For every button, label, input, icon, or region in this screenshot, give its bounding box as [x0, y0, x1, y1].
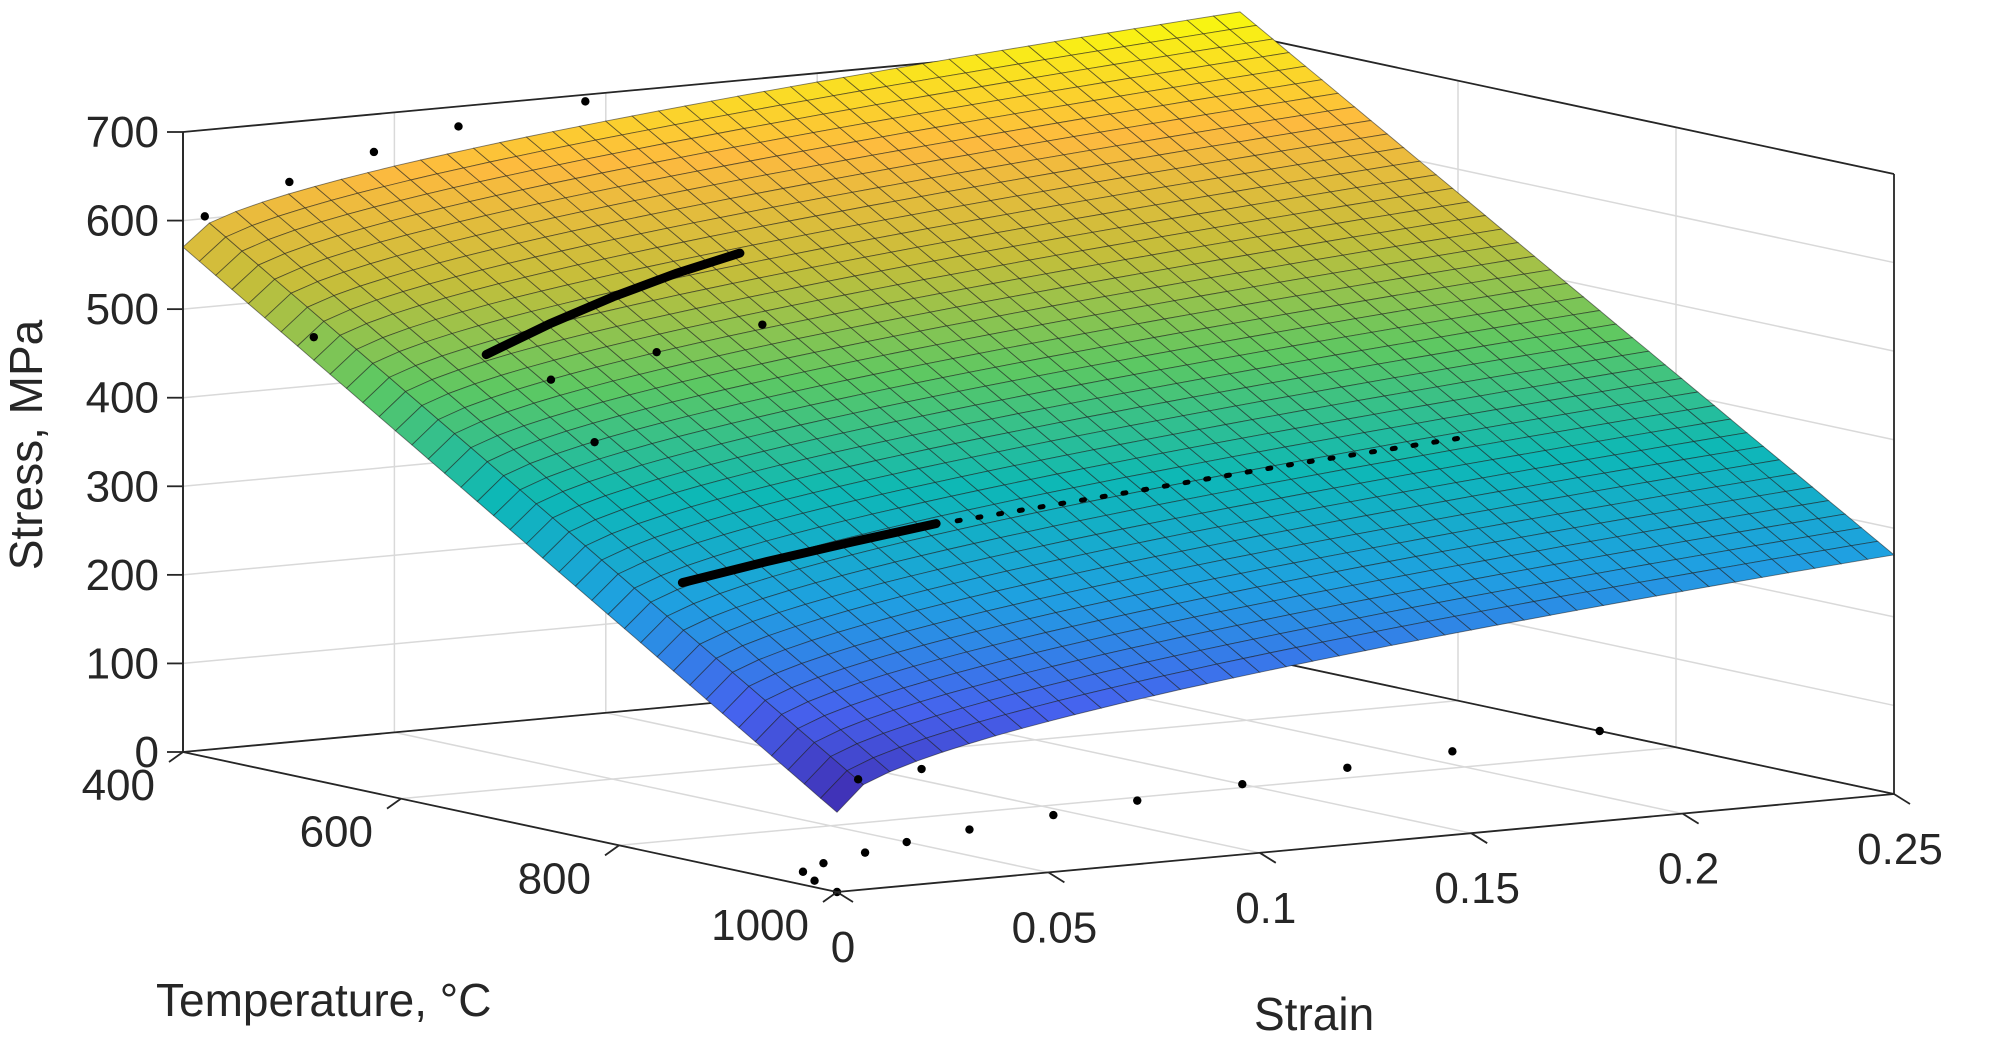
x-tick — [1470, 832, 1488, 844]
floor-markers — [798, 726, 1604, 897]
experimental-curve — [481, 248, 745, 360]
data-point-marker — [853, 775, 863, 784]
data-point-marker — [810, 876, 819, 885]
x-axis-label: Strain — [1254, 988, 1374, 1040]
tick-labels: 0 100 200 300 400 500 600 700 400 600 800 1000 0 0.05… — [82, 108, 1943, 972]
surface-patch — [1850, 540, 1896, 560]
z-tick-label: 600 — [86, 197, 159, 246]
front-axes — [167, 131, 1911, 903]
y-tick-label: 400 — [82, 761, 155, 810]
y-tick-label: 1000 — [711, 901, 809, 950]
y-tick-label: 600 — [300, 808, 373, 857]
data-point-marker — [546, 375, 556, 384]
data-point-marker — [200, 212, 209, 221]
y-tick — [386, 797, 402, 810]
box-edge — [1239, 653, 1895, 795]
z-tick-label: 200 — [86, 551, 159, 600]
grid-line-x-floor — [605, 712, 1260, 854]
data-point-marker — [819, 858, 828, 868]
grid-line-y-floor — [618, 746, 1677, 847]
y-tick-label: 800 — [518, 854, 591, 903]
x-tick-label: 0.2 — [1658, 845, 1719, 894]
x-tick — [1047, 871, 1065, 884]
data-point-marker — [1133, 796, 1142, 805]
y-axis-label: Temperature, °C — [156, 974, 491, 1026]
data-point-marker — [581, 97, 590, 106]
x-tick-label: 0.05 — [1012, 903, 1098, 952]
data-point-marker — [1343, 763, 1352, 772]
z-tick-label: 100 — [86, 639, 159, 688]
data-point-marker — [1448, 747, 1457, 756]
data-point-marker — [285, 177, 294, 187]
stress-surface — [182, 11, 1896, 813]
data-series — [200, 97, 1468, 784]
z-tick-label: 300 — [86, 462, 159, 511]
box-edge — [1239, 33, 1895, 175]
z-axis-label: Stress, MPa — [0, 319, 52, 570]
data-point-marker — [652, 347, 661, 357]
x-tick-label: 0.25 — [1857, 825, 1943, 874]
x-tick — [836, 891, 854, 903]
z-tick-label: 500 — [86, 285, 159, 334]
experimental-curve-extension — [954, 434, 1468, 524]
y-tick — [822, 891, 838, 903]
grid-line-x-floor — [394, 731, 1049, 874]
data-point-marker — [1049, 810, 1058, 820]
data-point-marker — [454, 122, 463, 131]
data-point-marker — [758, 320, 767, 329]
z-tick-label: 700 — [86, 108, 159, 157]
z-tick-label: 0 — [135, 728, 159, 777]
x-tick — [1682, 812, 1700, 825]
data-point-marker — [1595, 726, 1604, 736]
experimental-curve — [677, 519, 941, 588]
x-tick-label: 0 — [831, 923, 855, 972]
y-tick — [168, 751, 184, 763]
y-axis-line — [182, 751, 838, 893]
x-tick — [1259, 852, 1277, 864]
data-point-marker — [860, 848, 870, 857]
data-point-marker — [369, 147, 379, 157]
z-tick-label: 400 — [86, 374, 159, 423]
x-tick-label: 0.15 — [1434, 864, 1520, 913]
data-point-marker — [309, 332, 318, 342]
data-point-marker — [965, 825, 974, 834]
data-point-marker — [902, 837, 911, 847]
data-point-marker — [798, 867, 808, 876]
x-tick — [1893, 793, 1911, 805]
data-point-marker — [590, 437, 599, 447]
data-point-marker — [917, 764, 926, 774]
x-axis-line — [836, 793, 1895, 893]
x-tick-label: 0.1 — [1235, 884, 1296, 933]
data-point-marker — [1238, 780, 1247, 789]
y-tick — [604, 844, 620, 857]
